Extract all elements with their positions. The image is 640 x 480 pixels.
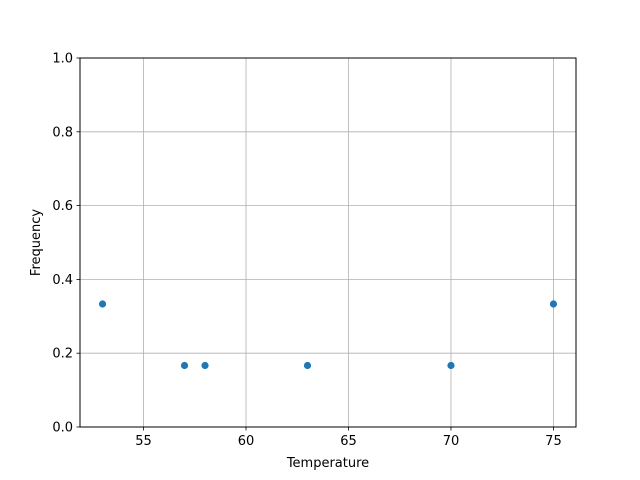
grid [80, 57, 576, 428]
data-point [98, 300, 107, 308]
data-point [303, 361, 312, 370]
y-tick-label: 0.2 [52, 347, 73, 362]
x-axis-label: Temperature [286, 456, 369, 471]
data-point [549, 300, 558, 308]
x-tick-label: 65 [340, 434, 357, 449]
data-point [201, 361, 209, 370]
y-tick-label: 1.0 [52, 52, 73, 67]
y-tick-label: 0.8 [52, 125, 73, 140]
x-tick-label: 70 [443, 434, 460, 449]
x-tick-label: 60 [238, 434, 255, 449]
plot-frame [79, 57, 577, 428]
ticks: 55 60 65 70 75 0.0 0.2 0.4 0.6 0.8 1.0 [52, 52, 561, 450]
y-tick-label: 0.6 [52, 199, 73, 214]
x-tick-label: 55 [135, 434, 152, 449]
data-points [98, 300, 558, 370]
y-axis-label: Frequency [29, 209, 44, 276]
data-point [447, 361, 455, 370]
data-point [180, 361, 189, 370]
x-tick-label: 75 [545, 434, 562, 449]
y-tick-label: 0.0 [52, 421, 73, 436]
y-tick-label: 0.4 [52, 273, 73, 288]
